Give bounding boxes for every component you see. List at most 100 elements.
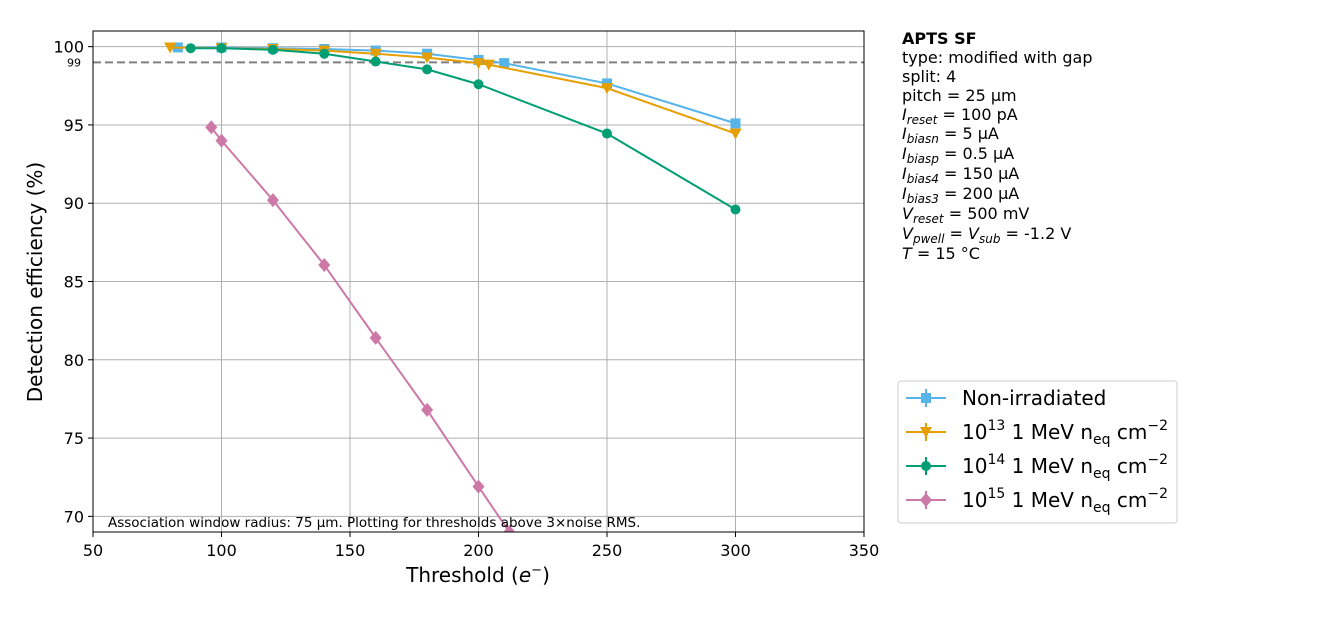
- info-i-bias4-sub: bias4: [907, 172, 939, 186]
- info-type: type: modified with gap: [902, 48, 1093, 67]
- info-temp-val: = 15 °C: [912, 244, 980, 263]
- grid: [92, 31, 865, 532]
- data-point-s2-3: [319, 48, 330, 59]
- legend-label-1: 1013 1 MeV neq cm−2: [962, 418, 1168, 448]
- parameter-info-block: APTS SF type: modified with gap split: 4…: [902, 29, 1093, 263]
- info-v-pwell-val: = -1.2 V: [1000, 224, 1071, 243]
- info-i-bias3-sym: I: [902, 184, 907, 203]
- series-3: [205, 120, 516, 532]
- series-0: [172, 42, 741, 129]
- data-point-s2-6: [473, 79, 484, 90]
- y-tick-label-75: 75: [64, 429, 84, 448]
- axis-ticks: 50 100 150 200 250 300 350 70 75 80 85 90 95 100: [53, 38, 879, 560]
- x-tick-label-250: 250: [592, 541, 623, 560]
- x-axis-label: Threshold (e−): [405, 563, 550, 587]
- info-v-pwell: Vpwell = Vsub = -1.2 V: [902, 224, 1071, 246]
- info-i-biasp-sub: biasp: [907, 152, 940, 166]
- data-point-s1-6: [472, 58, 485, 70]
- data-point-s2-8: [730, 204, 741, 215]
- legend-marker-2: [921, 461, 931, 471]
- data-point-s1-4: [369, 48, 382, 60]
- info-i-reset: Ireset = 100 pA: [902, 105, 1018, 127]
- series-group: [164, 42, 742, 532]
- info-i-biasn-val: = 5 µA: [939, 124, 999, 143]
- data-point-s2-7: [602, 128, 612, 139]
- data-point-s0-9: [730, 118, 741, 129]
- legend-item-1: 1013 1 MeV neq cm−2: [906, 418, 1168, 448]
- info-v-reset-sym: V: [902, 204, 914, 223]
- info-i-reset-sym: I: [902, 105, 907, 124]
- legend-marker-1: [920, 427, 932, 438]
- x-tick-label-150: 150: [335, 541, 366, 560]
- data-point-s3-1: [215, 133, 228, 148]
- series-line-2: [190, 47, 737, 211]
- y-tick-label-70: 70: [64, 507, 84, 526]
- info-i-biasp-val: = 0.5 µA: [939, 144, 1014, 163]
- data-point-s2-5: [422, 64, 433, 75]
- info-i-biasp-sym: I: [902, 144, 907, 163]
- data-point-s3-0: [205, 120, 218, 135]
- data-point-s0-7: [499, 58, 510, 69]
- x-tick-label-350: 350: [849, 541, 880, 560]
- info-i-biasn-sub: biasn: [907, 132, 939, 146]
- info-v-pwell-sym: V: [902, 224, 914, 243]
- info-i-biasn-sym: I: [902, 124, 907, 143]
- data-point-s2-1: [216, 43, 227, 54]
- info-i-bias4-sym: I: [902, 164, 907, 183]
- info-i-bias3-val: = 200 µA: [939, 184, 1019, 203]
- info-i-bias4: Ibias4 = 150 µA: [902, 164, 1019, 186]
- x-tick-label-300: 300: [720, 541, 751, 560]
- data-point-s1-5: [421, 52, 434, 64]
- legend-item-2: 1014 1 MeV neq cm−2: [906, 452, 1168, 482]
- info-temp: T = 15 °C: [902, 244, 980, 263]
- legend-label-2: 1014 1 MeV neq cm−2: [962, 452, 1168, 482]
- info-v-pwell-mid: =: [944, 224, 968, 243]
- data-point-s3-7: [503, 525, 516, 532]
- data-point-s3-6: [472, 479, 485, 494]
- y-tick-label-85: 85: [64, 273, 84, 292]
- data-point-s2-2: [267, 44, 278, 55]
- info-i-biasp: Ibiasp = 0.5 µA: [902, 144, 1014, 166]
- legend-item-0: Non-irradiated: [906, 386, 1106, 410]
- legend-items: Non-irradiated 1013 1 MeV neq cm−2 1014 1 …: [906, 386, 1168, 516]
- x-tick-label-50: 50: [83, 541, 103, 560]
- data-point-s2-4: [370, 56, 381, 67]
- info-v-sub-sub: sub: [979, 232, 1001, 246]
- series-line-3: [210, 126, 511, 532]
- info-i-bias3-sub: bias3: [907, 192, 939, 206]
- x-tick-label-200: 200: [463, 541, 494, 560]
- data-point-s1-0: [164, 42, 177, 54]
- info-i-bias3: Ibias3 = 200 µA: [902, 184, 1019, 206]
- y-tick-label-90: 90: [64, 194, 84, 213]
- legend-item-3: 1015 1 MeV neq cm−2: [906, 486, 1168, 516]
- series-line-1: [170, 46, 736, 135]
- data-point-s3-5: [421, 402, 434, 417]
- info-temp-sym: T: [902, 244, 913, 263]
- y-tick-label-95: 95: [64, 116, 84, 135]
- data-point-s3-2: [266, 193, 279, 208]
- info-pitch: pitch = 25 µm: [902, 86, 1017, 105]
- info-split: split: 4: [902, 67, 956, 86]
- legend-box: [897, 380, 1178, 524]
- y-tick-label-100: 100: [53, 38, 84, 57]
- info-i-reset-val: = 100 pA: [937, 105, 1017, 124]
- legend-label-3: 1015 1 MeV neq cm−2: [962, 486, 1168, 516]
- x-tick-label-100: 100: [206, 541, 237, 560]
- info-v-pwell-sub: pwell: [912, 232, 945, 246]
- info-v-sub-sym: V: [968, 224, 980, 243]
- reference-line-label: 99: [67, 56, 81, 69]
- data-point-s3-4: [369, 330, 382, 345]
- info-title: APTS SF: [902, 29, 977, 48]
- y-tick-label-80: 80: [64, 351, 84, 370]
- legend-marker-3: [920, 493, 932, 507]
- legend-marker-0: [921, 393, 931, 403]
- chart-annotation: Association window radius: 75 µm. Plotti…: [108, 515, 640, 531]
- data-point-s1-9: [729, 128, 742, 140]
- info-i-biasn: Ibiasn = 5 µA: [902, 124, 999, 146]
- info-i-reset-sub: reset: [907, 113, 939, 127]
- data-point-s2-0: [185, 43, 196, 54]
- info-v-reset: Vreset = 500 mV: [902, 204, 1029, 226]
- info-v-reset-val: = 500 mV: [944, 204, 1030, 223]
